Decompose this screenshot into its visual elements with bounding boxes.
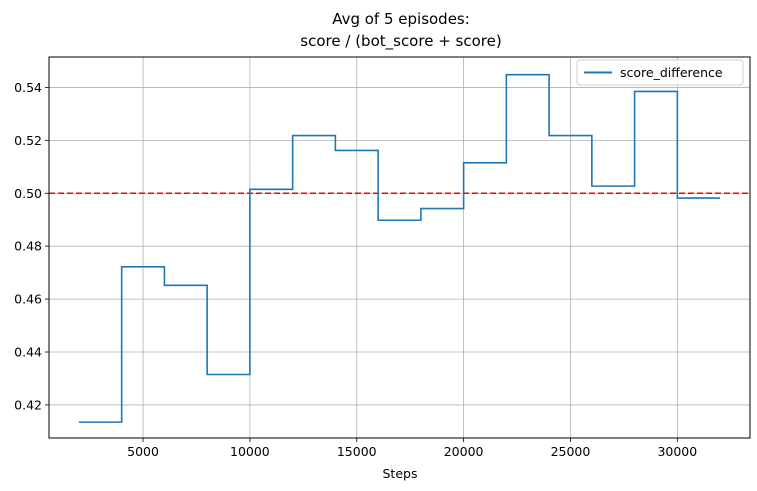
- x-tick-label: 20000: [444, 444, 484, 459]
- x-axis-label: Steps: [383, 466, 418, 481]
- legend-label: score_difference: [620, 65, 723, 80]
- chart-title-line-1: Avg of 5 episodes:: [332, 10, 470, 28]
- y-tick-label: 0.52: [14, 133, 42, 148]
- y-axis-ticks: 0.42 0.44 0.46 0.48 0.50 0.52 0.54: [14, 80, 49, 412]
- series-layer: [78, 73, 721, 423]
- x-axis-ticks: 5000 10000 15000 20000 25000 30000: [127, 438, 697, 459]
- grid: [49, 57, 750, 438]
- legend: score_difference: [576, 59, 744, 86]
- x-tick-label: 5000: [127, 444, 159, 459]
- y-tick-label: 0.50: [14, 186, 42, 201]
- x-tick-label: 25000: [551, 444, 591, 459]
- plot-frame: [48, 56, 751, 439]
- y-tick-label: 0.48: [14, 239, 42, 254]
- y-tick-label: 0.46: [14, 292, 42, 307]
- chart-title-line-2: score / (bot_score + score): [300, 32, 501, 51]
- y-tick-label: 0.44: [14, 345, 42, 360]
- x-tick-label: 15000: [337, 444, 377, 459]
- y-tick-label: 0.54: [14, 80, 42, 95]
- legend-box: [576, 59, 744, 86]
- x-tick-label: 30000: [657, 444, 697, 459]
- series-line-score_difference: [78, 73, 721, 423]
- y-tick-label: 0.42: [14, 397, 42, 412]
- x-tick-label: 10000: [230, 444, 270, 459]
